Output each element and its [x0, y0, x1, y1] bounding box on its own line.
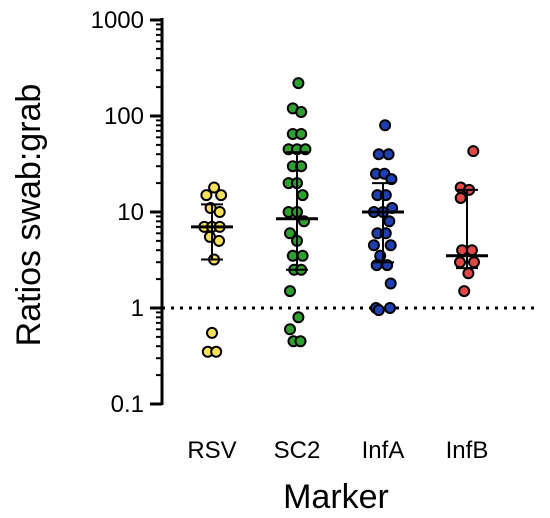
y-tick-label: 0.1 — [111, 391, 144, 418]
y-axis-title: Ratios swab:grab — [10, 84, 48, 347]
x-tick-label: SC2 — [274, 437, 321, 464]
data-point — [284, 285, 296, 298]
data-point — [384, 302, 396, 314]
data-point — [456, 244, 469, 257]
data-point — [208, 181, 221, 194]
data-point — [382, 148, 395, 161]
data-point — [295, 106, 308, 119]
data-point — [385, 173, 398, 186]
data-point — [468, 256, 480, 269]
data-point — [284, 227, 296, 240]
data-point — [372, 304, 385, 317]
data-point — [295, 127, 308, 140]
data-point — [379, 119, 392, 132]
plot-area: 0.1 1 10 100 1000 RSV SC2 InfA InfB — [91, 7, 540, 464]
data-point — [465, 244, 478, 257]
data-point — [296, 189, 309, 202]
data-point — [213, 234, 225, 247]
data-point — [454, 256, 466, 269]
y-tick-label: 100 — [104, 103, 144, 130]
data-point — [213, 206, 226, 218]
data-point — [383, 215, 396, 228]
data-point — [200, 189, 213, 202]
data-point — [296, 249, 309, 262]
x-axis-title: Marker — [283, 478, 389, 516]
data-point — [210, 345, 223, 358]
data-point — [462, 267, 475, 280]
data-point — [292, 311, 305, 324]
y-tick-label: 1 — [131, 295, 144, 322]
data-point — [458, 285, 471, 298]
data-point — [467, 145, 480, 158]
data-point — [215, 189, 228, 202]
y-tick-label: 1000 — [91, 7, 144, 34]
data-point — [384, 239, 397, 252]
data-point — [454, 191, 467, 204]
x-tick-label: InfB — [446, 437, 489, 464]
data-point — [384, 277, 397, 290]
data-point — [367, 239, 380, 252]
x-tick-label: RSV — [187, 437, 236, 464]
data-point — [206, 326, 218, 339]
data-point — [284, 323, 296, 336]
data-point — [294, 335, 307, 348]
x-tick-label: InfA — [362, 437, 405, 464]
data-point — [372, 148, 385, 161]
data-point — [292, 77, 305, 90]
y-tick-label: 10 — [117, 199, 144, 226]
